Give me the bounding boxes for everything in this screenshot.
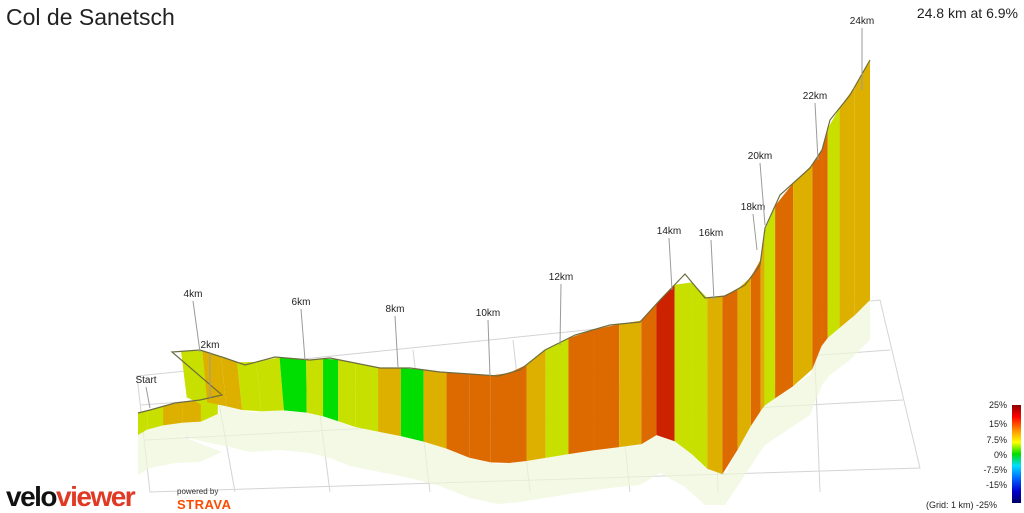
km-marker-label: Start: [135, 375, 156, 386]
ribbon-segment: [138, 410, 148, 435]
legend-tick-7-5: 7.5%: [986, 435, 1007, 445]
km-marker-label: 14km: [657, 226, 681, 237]
ribbon-segment: [674, 282, 692, 455]
km-markers: Start 2km 4km 6km 8km 10km 12km 14km 16km 18km 20k…: [135, 16, 874, 409]
km-marker-label: 24km: [850, 16, 874, 27]
ribbon-segment: [764, 205, 776, 406]
ground-reflection: [138, 300, 870, 505]
ribbon-segment: [202, 350, 227, 407]
ribbon-segment: [469, 373, 491, 463]
km-marker-line: [487, 319, 491, 377]
km-marker-label: 20km: [748, 151, 772, 162]
ribbon-segment: [821, 128, 828, 347]
km-marker-line: [300, 308, 306, 361]
ribbon-segment: [323, 358, 339, 422]
legend-tick-m15: -15%: [985, 480, 1007, 490]
km-marker-label: 12km: [549, 272, 573, 283]
legend-tick-25: 25%: [988, 400, 1007, 410]
ribbon-segment: [423, 369, 447, 449]
legend-tick-0: 0%: [993, 450, 1007, 460]
km-marker-label: 22km: [803, 91, 827, 102]
km-marker-line: [814, 102, 819, 161]
km-marker-label: 10km: [476, 308, 500, 319]
ribbon-segment: [490, 373, 509, 463]
ribbon-segment: [691, 282, 708, 469]
strava-logo[interactable]: STRAVA: [177, 497, 232, 512]
legend-tick-15: 15%: [988, 419, 1007, 429]
gradient-color-scale: [1012, 405, 1021, 503]
ribbon-top-edge: [137, 59, 871, 414]
km-marker-line: [145, 386, 151, 409]
ribbon-segment: [221, 356, 243, 411]
ribbon-segment: [181, 350, 208, 403]
gradient-legend: 25% 15% 7.5% 0% -7.5% -15%: [965, 398, 1023, 512]
km-marker-line: [394, 315, 399, 368]
grid-note: (Grid: 1 km) -25%: [926, 500, 998, 510]
ribbon-segment: [526, 349, 546, 461]
ribbon-segment: [163, 402, 183, 426]
gradient-ribbon: [137, 59, 871, 475]
km-marker-label: 2km: [201, 340, 220, 351]
ribbon-segment: [737, 277, 751, 450]
km-marker-label: 4km: [184, 289, 203, 300]
ribbon-segment: [707, 296, 723, 475]
km-marker-label: 6km: [292, 297, 311, 308]
ribbon-segment: [760, 231, 765, 411]
ribbon-segment: [568, 329, 595, 455]
km-marker-line: [668, 237, 673, 291]
ribbon-segment: [306, 358, 324, 417]
profile-shadow: [138, 300, 870, 505]
ribbon-segment: [256, 357, 284, 412]
ribbon-segment: [355, 363, 379, 432]
climb-stats: 24.8 km at 6.9%: [916, 5, 1018, 21]
km-marker-label: 16km: [699, 228, 723, 239]
ribbon-segment: [446, 372, 470, 458]
km-marker-line: [759, 162, 766, 226]
ribbon-segment: [827, 108, 840, 338]
km-marker-line: [752, 213, 758, 251]
ribbon-segment: [545, 338, 569, 458]
ribbon-segment: [750, 259, 761, 426]
km-marker-line: [192, 300, 201, 353]
legend-tick-m7-5: -7.5%: [983, 465, 1007, 475]
ribbon-segment: [182, 399, 201, 423]
ribbon-segment: [839, 86, 855, 328]
ribbon-segment: [854, 60, 870, 316]
ribbon-segment: [279, 357, 307, 413]
powered-by-label: powered by: [177, 487, 219, 496]
ribbon-segment: [722, 289, 738, 475]
ribbon-segment: [619, 320, 642, 448]
ribbon-segment: [509, 364, 527, 463]
ribbon-segment: [378, 367, 401, 437]
km-marker-label: 18km: [741, 202, 765, 213]
ribbon-segment: [338, 359, 356, 428]
chart-title: Col de Sanetsch: [6, 4, 175, 30]
ribbon-segment: [147, 406, 164, 430]
ribbon-segment: [812, 150, 822, 370]
km-marker-label: 8km: [386, 304, 405, 315]
veloviewer-logo[interactable]: veloviewer: [6, 481, 136, 512]
km-marker-line: [559, 283, 562, 346]
ribbon-segment: [400, 368, 424, 442]
ribbon-segment: [656, 284, 675, 442]
ribbon-segment: [793, 164, 813, 387]
ribbon-segment: [594, 324, 620, 451]
km-marker-line: [710, 239, 715, 301]
ribbon-segment: [775, 183, 794, 399]
ribbon-segment: [641, 303, 657, 445]
ribbon-segment: [237, 362, 262, 412]
